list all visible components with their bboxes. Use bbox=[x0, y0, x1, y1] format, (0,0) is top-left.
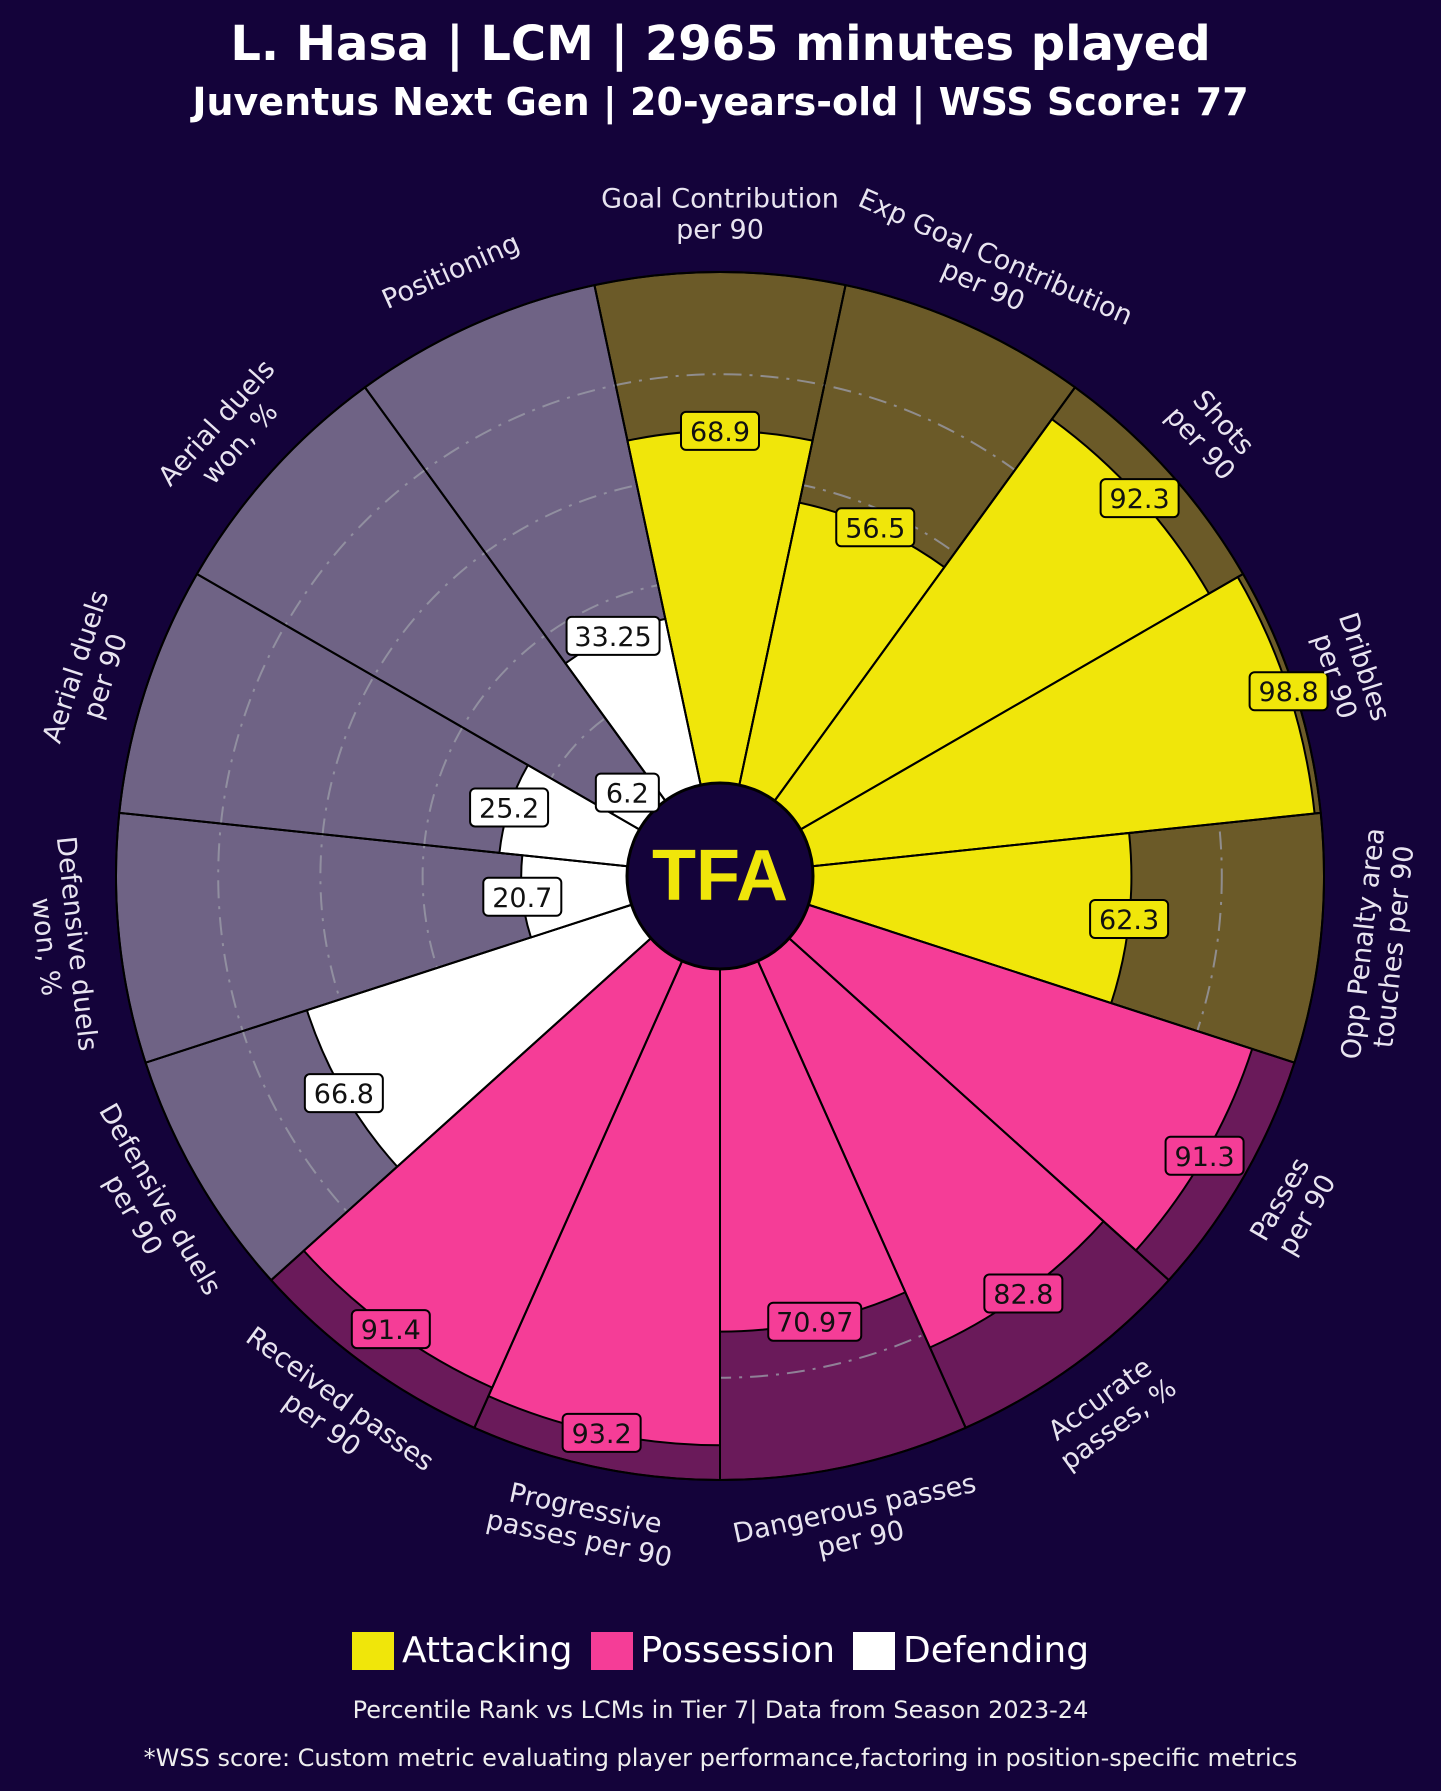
spoke bbox=[812, 811, 1321, 868]
spoke bbox=[800, 573, 1244, 831]
value-label: 66.8 bbox=[314, 1079, 374, 1110]
value-label: 68.9 bbox=[690, 417, 750, 448]
spoke bbox=[119, 811, 628, 868]
chart-title: L. Hasa | LCM | 2965 minutes played bbox=[230, 16, 1211, 72]
value-label-box bbox=[565, 615, 661, 656]
value-label: 62.3 bbox=[1099, 905, 1159, 936]
spoke bbox=[270, 937, 652, 1281]
value-label-box bbox=[1248, 671, 1329, 712]
value-label: 33.25 bbox=[574, 622, 651, 653]
value-label-box bbox=[482, 876, 563, 917]
value-label-box bbox=[1089, 898, 1170, 939]
value-label-box bbox=[767, 1301, 863, 1342]
legend-item-possession: Possession bbox=[590, 1630, 836, 1671]
footer-note: Percentile Rank vs LCMs in Tier 7| Data … bbox=[352, 1696, 1089, 1724]
value-label-box bbox=[1164, 1135, 1245, 1176]
spoke bbox=[364, 386, 667, 802]
legend-item-defending: Defending bbox=[853, 1630, 1089, 1671]
spoke bbox=[756, 960, 967, 1429]
spoke bbox=[473, 960, 684, 1429]
footer-definition: *WSS score: Custom metric evaluating pla… bbox=[143, 1744, 1298, 1772]
value-label-box bbox=[1099, 478, 1180, 519]
legend-item-attacking: Attacking bbox=[351, 1630, 573, 1671]
value-label-box bbox=[561, 1412, 642, 1453]
value-label-box bbox=[983, 1273, 1064, 1314]
category-label-line: Goal Contribution bbox=[601, 184, 839, 215]
spoke bbox=[593, 284, 702, 786]
value-label: 20.7 bbox=[492, 883, 552, 914]
value-label: 70.97 bbox=[776, 1308, 853, 1339]
value-label: 6.2 bbox=[606, 779, 649, 810]
legend-swatch-attacking bbox=[351, 1631, 394, 1670]
category-label: Positioning bbox=[378, 228, 525, 316]
legend-label: Defending bbox=[903, 1630, 1090, 1671]
value-label: 25.2 bbox=[479, 793, 539, 824]
value-label-box bbox=[680, 410, 760, 451]
value-label: 56.5 bbox=[845, 513, 905, 544]
value-label: 93.2 bbox=[572, 1419, 632, 1450]
spoke bbox=[808, 903, 1295, 1064]
value-label: 91.3 bbox=[1175, 1142, 1235, 1173]
legend-swatch-defending bbox=[853, 1631, 896, 1670]
category-label-line: Positioning bbox=[378, 228, 525, 316]
value-label-box bbox=[594, 772, 660, 813]
value-label: 92.3 bbox=[1110, 484, 1170, 515]
legend-label: Attacking bbox=[401, 1630, 573, 1671]
value-label: 91.4 bbox=[361, 1315, 421, 1346]
legend-label: Possession bbox=[640, 1630, 836, 1671]
value-label-box bbox=[835, 507, 916, 548]
spoke bbox=[773, 386, 1076, 802]
value-label-box bbox=[350, 1309, 431, 1350]
category-label-line: per 90 bbox=[676, 215, 764, 246]
spoke bbox=[738, 284, 847, 786]
value-label-box bbox=[303, 1073, 384, 1114]
legend-swatch-possession bbox=[590, 1631, 633, 1670]
value-label-box bbox=[469, 787, 550, 828]
spoke bbox=[196, 573, 640, 831]
spoke bbox=[788, 937, 1170, 1281]
legend: Attacking Possession Defending bbox=[0, 1630, 1441, 1671]
value-label: 98.8 bbox=[1259, 677, 1319, 708]
outer-ring bbox=[115, 271, 1325, 1481]
spoke bbox=[145, 903, 632, 1064]
value-label: 82.8 bbox=[993, 1280, 1053, 1311]
logo-circle bbox=[625, 781, 815, 971]
tfa-logo: TFA bbox=[652, 836, 788, 916]
chart-subtitle: Juventus Next Gen | 20-years-old | WSS S… bbox=[192, 80, 1249, 124]
